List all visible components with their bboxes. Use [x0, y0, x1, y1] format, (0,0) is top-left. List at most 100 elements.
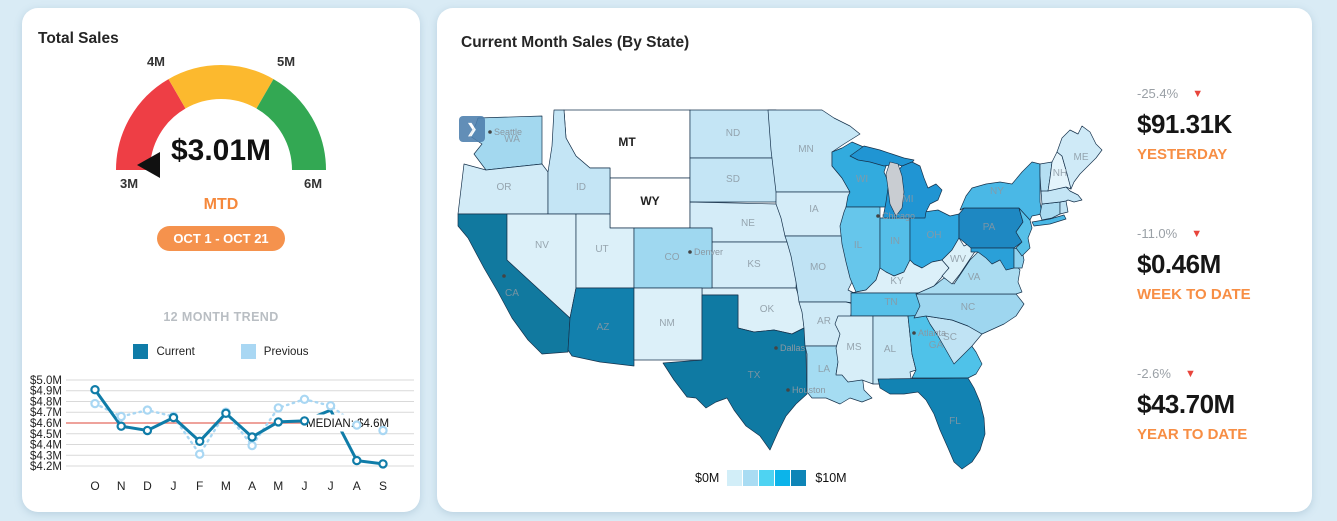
y-tick-label: $4.5M — [30, 429, 62, 441]
previous-point[interactable] — [299, 394, 310, 404]
previous-point[interactable] — [352, 420, 362, 430]
us-choropleth-map[interactable]: WA OR ID MT WY CA NV UT CO AZ NM ND SD NE KS OK TX MN IA MO… — [450, 90, 1110, 470]
state-label-NC: NC — [961, 302, 975, 313]
state-label-WY: WY — [640, 194, 659, 208]
gauge-tick-5m: 5M — [277, 54, 295, 69]
state-CO[interactable] — [633, 227, 713, 289]
state-label-TN: TN — [884, 297, 897, 308]
trend-line-chart[interactable]: $5.0M$4.9M$4.8M$4.7M$4.6M$4.5M$4.4M$4.3M… — [22, 372, 418, 504]
current-point[interactable] — [194, 436, 205, 447]
state-label-MN: MN — [798, 144, 814, 155]
previous-point[interactable] — [194, 449, 205, 459]
state-FL[interactable] — [877, 377, 986, 470]
previous-point[interactable] — [116, 411, 126, 422]
state-MA[interactable] — [1040, 186, 1083, 205]
x-tick-label: S — [379, 479, 387, 493]
kpi-value: $0.46M — [1137, 249, 1221, 279]
state-NC[interactable] — [913, 293, 1025, 335]
city-dot-icon — [912, 331, 916, 335]
state-label-VA: VA — [968, 272, 981, 283]
legend-item-current[interactable]: Current — [133, 344, 195, 359]
x-tick-label: A — [248, 479, 256, 493]
kpi-yesterday: -25.4% ▼ $91.31K YESTERDAY — [1137, 86, 1312, 163]
y-tick-label: $4.3M — [30, 450, 62, 462]
current-point[interactable] — [168, 412, 179, 423]
current-point[interactable] — [299, 416, 310, 426]
x-tick-label: J — [302, 479, 308, 493]
state-label-NV: NV — [535, 240, 549, 251]
city-label: Houston — [792, 385, 826, 395]
kpi-week-to-date: -11.0% ▼ $0.46M WEEK TO DATE — [1137, 226, 1312, 303]
state-label-MS: MS — [847, 342, 862, 353]
state-label-UT: UT — [595, 244, 608, 255]
state-label-MO: MO — [810, 262, 826, 273]
state-RI[interactable] — [1059, 200, 1069, 215]
state-label-GA: GA — [929, 340, 944, 351]
state-NY[interactable] — [1031, 214, 1067, 227]
previous-point[interactable] — [378, 425, 388, 436]
x-tick-label: M — [273, 479, 283, 493]
legend-color-scale — [727, 470, 807, 486]
previous-point[interactable] — [90, 398, 100, 409]
current-point[interactable] — [90, 385, 100, 395]
kpi-change-value: -25.4% — [1137, 86, 1179, 101]
x-tick-label: A — [353, 479, 361, 493]
gauge-value: $3.01M — [171, 134, 271, 167]
state-label-ME: ME — [1074, 152, 1089, 163]
current-point[interactable] — [378, 459, 388, 469]
legend-min-label: $0M — [695, 471, 720, 485]
state-WV[interactable] — [941, 237, 977, 285]
current-point[interactable] — [116, 421, 126, 431]
previous-point[interactable] — [273, 403, 283, 413]
period-range-badge: OCT 1 - OCT 21 — [157, 226, 285, 251]
current-point[interactable] — [142, 425, 153, 436]
state-TX[interactable] — [662, 294, 808, 451]
map-nav-button[interactable]: ❯ — [459, 116, 485, 142]
state-NJ[interactable] — [1015, 207, 1033, 257]
legend-step-swatch — [775, 470, 791, 486]
city-dot-icon — [488, 130, 492, 134]
down-triangle-icon: ▼ — [1191, 227, 1203, 240]
state-label-NH: NH — [1053, 168, 1067, 179]
state-NY[interactable] — [959, 161, 1043, 221]
state-ID[interactable] — [547, 109, 611, 215]
state-label-IA: IA — [809, 204, 819, 215]
current-point[interactable] — [247, 432, 257, 442]
period-label: MTD — [203, 196, 239, 213]
gauge-segment — [116, 79, 187, 171]
city-dot-icon — [774, 346, 778, 350]
state-label-IL: IL — [854, 240, 863, 251]
previous-point[interactable] — [325, 401, 336, 411]
x-tick-label: D — [143, 479, 152, 493]
previous-series-line[interactable] — [93, 398, 385, 457]
state-label-MI: MI — [902, 194, 913, 205]
x-tick-label: N — [117, 479, 126, 493]
previous-point[interactable] — [142, 405, 153, 415]
legend-step-swatch — [791, 470, 807, 486]
state-label-SD: SD — [726, 174, 740, 185]
gauge-segment — [168, 65, 274, 109]
state-label-KY: KY — [890, 276, 904, 287]
legend-step-swatch — [759, 470, 775, 486]
gauge-needle-icon — [137, 152, 160, 178]
current-point[interactable] — [273, 417, 283, 427]
city-dot-icon — [786, 388, 790, 392]
legend-item-previous[interactable]: Previous — [240, 344, 309, 359]
legend-label-previous: Previous — [263, 345, 309, 358]
state-label-WV: WV — [950, 254, 966, 265]
state-IN[interactable] — [879, 217, 911, 277]
kpi-value: $43.70M — [1137, 389, 1235, 419]
current-point[interactable] — [352, 455, 362, 466]
kpi-change-row: -11.0% ▼ — [1137, 226, 1312, 241]
y-tick-label: $4.4M — [30, 440, 62, 452]
kpi-value: $91.31K — [1137, 109, 1232, 139]
total-sales-gauge[interactable]: 3M 4M 5M 6M $3.01M — [101, 48, 341, 200]
previous-point[interactable] — [247, 440, 257, 451]
current-point[interactable] — [221, 408, 231, 419]
total-sales-title: Total Sales — [38, 30, 119, 47]
y-tick-label: $4.9M — [30, 386, 62, 398]
state-ME[interactable] — [1056, 125, 1103, 190]
state-label-WA: WA — [504, 134, 520, 145]
city-label: Chicago — [882, 211, 915, 221]
state-label-NM: NM — [659, 318, 675, 329]
